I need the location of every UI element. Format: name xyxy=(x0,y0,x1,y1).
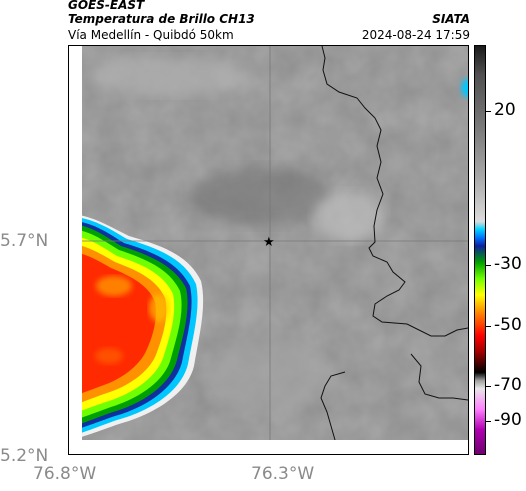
colorbar-label: -30 xyxy=(494,254,522,274)
colorbar-tick xyxy=(486,326,491,327)
colorbar xyxy=(474,45,486,455)
department-boundary xyxy=(321,46,468,337)
department-boundary xyxy=(410,353,468,401)
no-data-strip xyxy=(69,440,468,454)
star-icon[interactable]: ★ xyxy=(263,235,275,250)
region-subtitle: Vía Medellín - Quibdó 50km xyxy=(68,28,234,42)
colorbar-tick xyxy=(486,421,491,422)
colorbar-tick xyxy=(486,111,491,112)
colorbar-label: -50 xyxy=(494,315,522,335)
product-title: GOES-EAST xyxy=(68,0,145,12)
cloud-patch xyxy=(209,336,329,416)
datetime-label: 2024-08-24 17:59 xyxy=(361,28,470,42)
brand-label: SIATA xyxy=(432,12,470,26)
no-data-strip-left xyxy=(69,46,82,454)
colorbar-label: -90 xyxy=(494,410,522,430)
colorbar-tick xyxy=(486,386,491,387)
colorbar-label: -70 xyxy=(494,375,522,395)
y-tick-label: 5.2°N xyxy=(0,446,49,466)
map-canvas: ★ xyxy=(69,46,468,454)
convective-cell xyxy=(69,214,204,440)
colorbar-label: 20 xyxy=(494,100,516,120)
department-boundary xyxy=(320,371,346,454)
x-tick-label: 76.8°W xyxy=(33,464,97,484)
cloud-patch xyxy=(89,56,249,96)
cloud-patch xyxy=(189,166,329,226)
channel-title: Temperatura de Brillo CH13 xyxy=(68,12,255,26)
y-tick-label: 5.7°N xyxy=(0,231,49,251)
cold-cloud-spot xyxy=(461,78,468,98)
x-tick-label: 76.3°W xyxy=(251,464,315,484)
colorbar-tick xyxy=(486,265,491,266)
cloud-patch xyxy=(314,191,384,241)
satellite-map[interactable]: ★ xyxy=(68,45,469,455)
